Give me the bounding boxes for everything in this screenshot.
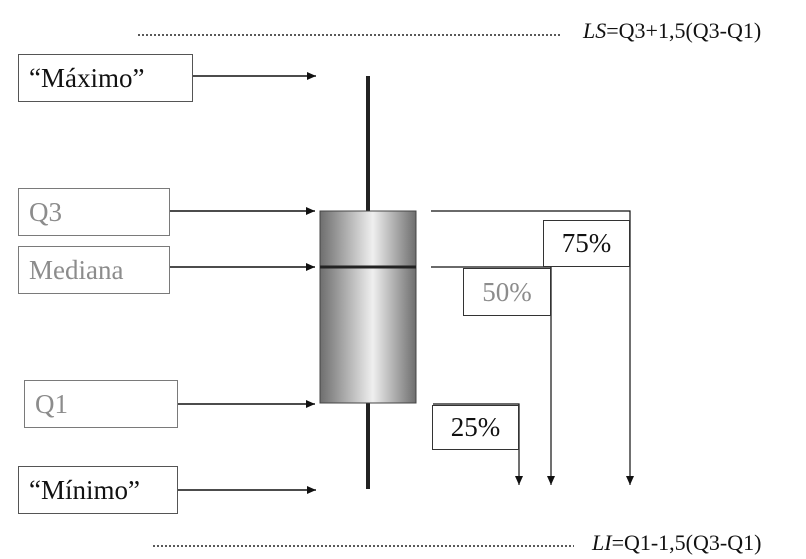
- percent-25-box: 25%: [432, 405, 519, 450]
- bracket-75: [431, 210, 634, 485]
- percent-50-text: 50%: [482, 276, 532, 307]
- lower-limit-formula: LI=Q1-1,5(Q3-Q1): [592, 532, 761, 554]
- lower-limit-expression: =Q1-1,5(Q3-Q1): [611, 530, 762, 555]
- percent-50-box: 50%: [463, 268, 551, 316]
- upper-limit-symbol: LS: [583, 18, 607, 43]
- label-q1: Q1: [24, 380, 178, 428]
- label-mediana: Mediana: [18, 246, 170, 294]
- label-q3-text: Q3: [29, 196, 62, 227]
- upper-limit-expression: =Q3+1,5(Q3-Q1): [606, 18, 762, 43]
- label-q3: Q3: [18, 188, 170, 236]
- percent-25-text: 25%: [450, 412, 501, 442]
- label-maximo: “Máximo”: [18, 54, 193, 102]
- label-mediana-text: Mediana: [29, 254, 124, 285]
- lower-limit-symbol: LI: [592, 530, 612, 555]
- percent-75-text: 75%: [561, 228, 612, 258]
- upper-limit-formula: LS=Q3+1,5(Q3-Q1): [583, 20, 761, 42]
- bracket-50: [431, 266, 555, 485]
- interquartile-box: [319, 210, 417, 404]
- label-maximo-text: “Máximo”: [29, 62, 145, 93]
- percent-75-box: 75%: [543, 220, 630, 267]
- bracket-25: [433, 403, 523, 485]
- label-q1-text: Q1: [35, 388, 68, 419]
- label-minimo-text: “Mínimo”: [29, 474, 140, 505]
- label-minimo: “Mínimo”: [18, 466, 178, 514]
